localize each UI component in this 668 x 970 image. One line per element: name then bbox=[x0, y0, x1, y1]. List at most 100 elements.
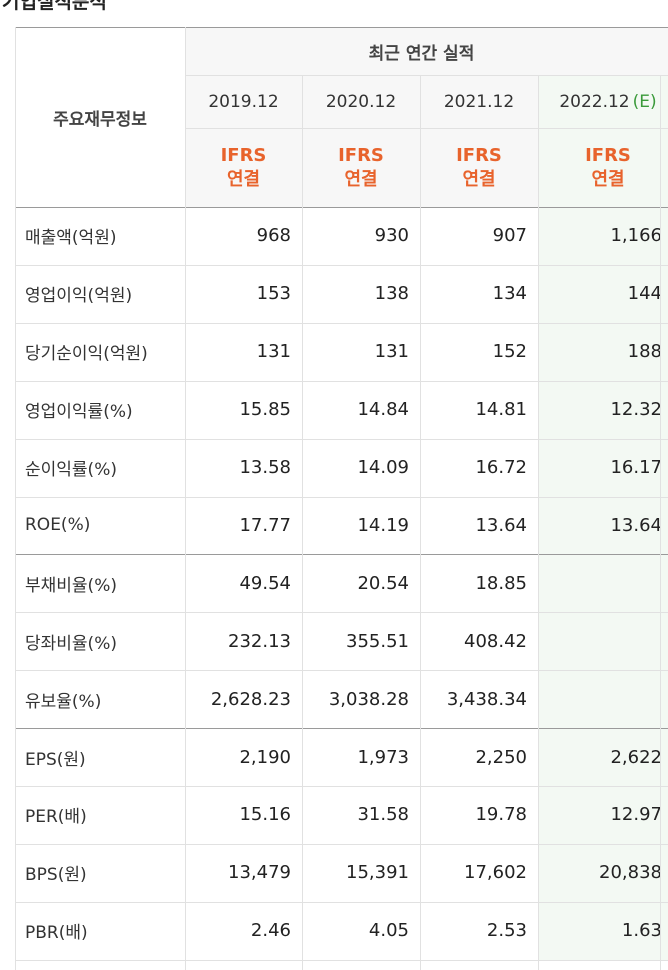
value-cell: 188 bbox=[627, 341, 662, 363]
value-cell: 20.54 bbox=[357, 572, 409, 594]
row-label: 당좌비율(%) bbox=[25, 633, 117, 654]
row-label: 유보율(%) bbox=[25, 691, 102, 712]
standard-line: IFRS bbox=[220, 144, 267, 166]
value-cell: 968 bbox=[256, 225, 291, 247]
value-cell bbox=[538, 670, 668, 728]
column-border bbox=[660, 75, 661, 970]
value-cell: 1,166 bbox=[610, 225, 662, 247]
estimate-bg bbox=[538, 75, 668, 960]
date: 2020.12 bbox=[325, 91, 397, 112]
value-cell: 15.85 bbox=[239, 399, 291, 421]
date: 2021.12 bbox=[443, 91, 515, 112]
value-cell: 13.58 bbox=[239, 457, 291, 479]
value-cell: 2.46 bbox=[250, 920, 291, 942]
value-cell: 15,391 bbox=[346, 862, 409, 884]
row-border bbox=[15, 843, 668, 845]
column-border bbox=[185, 27, 186, 970]
column-date: 2022.12 (E) bbox=[538, 75, 668, 128]
header-border bbox=[185, 128, 668, 129]
value-cell: 134 bbox=[492, 283, 527, 305]
estimate-note: (E) bbox=[632, 91, 657, 112]
value-cell: 4.05 bbox=[368, 920, 409, 942]
row-label: PER(배) bbox=[25, 807, 87, 828]
value-cell: 3,038.28 bbox=[328, 688, 409, 710]
group-header: 최근 연간 실적 bbox=[368, 43, 475, 64]
standard-line: 연결 bbox=[462, 168, 496, 190]
value-cell: 2,628.23 bbox=[210, 688, 291, 710]
column-standard: IFRS 연결 bbox=[538, 128, 668, 207]
value-cell: 408.42 bbox=[464, 630, 527, 652]
value-cell bbox=[538, 554, 668, 612]
value-cell: 138 bbox=[374, 283, 409, 305]
standard-line: 연결 bbox=[344, 168, 378, 190]
value-cell: 131 bbox=[256, 341, 291, 363]
value-cell: 18.85 bbox=[475, 572, 527, 594]
value-cell: 3,438.34 bbox=[446, 688, 527, 710]
row-border bbox=[15, 670, 668, 672]
row-label: ROE(%) bbox=[25, 515, 91, 536]
value-cell: 15.16 bbox=[239, 804, 291, 826]
row-label: EPS(원) bbox=[25, 749, 86, 770]
value-cell: 20,838 bbox=[599, 862, 662, 884]
value-cell: 31.58 bbox=[357, 804, 409, 826]
header-bottom-border bbox=[15, 207, 668, 208]
column-border bbox=[15, 27, 16, 970]
column-standard: IFRS 연결 bbox=[302, 128, 420, 207]
value-cell: 17,602 bbox=[464, 862, 527, 884]
value-cell: 13.64 bbox=[610, 514, 662, 536]
value-cell: 2.53 bbox=[486, 920, 527, 942]
row-border bbox=[15, 380, 668, 382]
date: 2019.12 bbox=[208, 91, 279, 112]
value-cell: 907 bbox=[492, 225, 527, 247]
value-cell: 19.78 bbox=[475, 804, 527, 826]
row-border bbox=[15, 612, 668, 614]
row-label: BPS(원) bbox=[25, 865, 87, 886]
value-cell: 49.54 bbox=[239, 572, 291, 594]
column-standard: IFRS 연결 bbox=[420, 128, 538, 207]
value-cell: 930 bbox=[374, 225, 409, 247]
value-cell: 152 bbox=[492, 341, 527, 363]
column-border bbox=[302, 75, 303, 970]
row-border bbox=[15, 322, 668, 324]
row-border bbox=[15, 728, 668, 730]
value-cell: 2,190 bbox=[239, 746, 291, 768]
section-title: 기업실적분석 bbox=[2, 0, 107, 13]
standard-line: IFRS bbox=[456, 144, 502, 166]
row-border bbox=[15, 901, 668, 903]
row-border bbox=[15, 496, 668, 498]
value-cell: 16.72 bbox=[475, 457, 527, 479]
value-cell: 1,973 bbox=[357, 746, 409, 768]
value-cell: 144 bbox=[627, 283, 662, 305]
row-border bbox=[15, 438, 668, 440]
column-border bbox=[538, 75, 539, 970]
value-cell: 2,250 bbox=[475, 746, 527, 768]
value-cell bbox=[538, 612, 668, 670]
date: 2022.12 bbox=[559, 91, 630, 112]
standard-line: IFRS bbox=[585, 144, 631, 166]
row-border bbox=[15, 554, 668, 556]
row-label: 부채비율(%) bbox=[25, 575, 117, 596]
value-cell: 153 bbox=[256, 283, 291, 305]
row-label: 순이익률(%) bbox=[25, 460, 117, 481]
value-cell: 16.17 bbox=[610, 457, 662, 479]
row-border bbox=[15, 786, 668, 787]
table-top-border bbox=[15, 27, 668, 28]
value-cell: 14.09 bbox=[357, 457, 409, 479]
column-date: 2021.12 bbox=[420, 75, 538, 128]
value-cell: 14.84 bbox=[357, 399, 409, 421]
column-border bbox=[420, 75, 421, 970]
value-cell: 1.63 bbox=[621, 920, 662, 942]
column-date: 2019.12 bbox=[185, 75, 302, 128]
value-cell: 2,622 bbox=[610, 746, 662, 768]
header-border bbox=[185, 75, 668, 76]
column-date: 2020.12 bbox=[302, 75, 420, 128]
column-standard: IFRS 연결 bbox=[185, 128, 302, 207]
value-cell: 232.13 bbox=[228, 630, 291, 652]
value-cell: 12.97 bbox=[610, 804, 662, 826]
row-label: PBR(배) bbox=[25, 923, 88, 944]
value-cell: 13,479 bbox=[228, 862, 291, 884]
value-cell: 17.77 bbox=[239, 514, 291, 536]
row-label: 당기순이익(억원) bbox=[25, 344, 148, 365]
standard-line: IFRS bbox=[338, 144, 384, 166]
